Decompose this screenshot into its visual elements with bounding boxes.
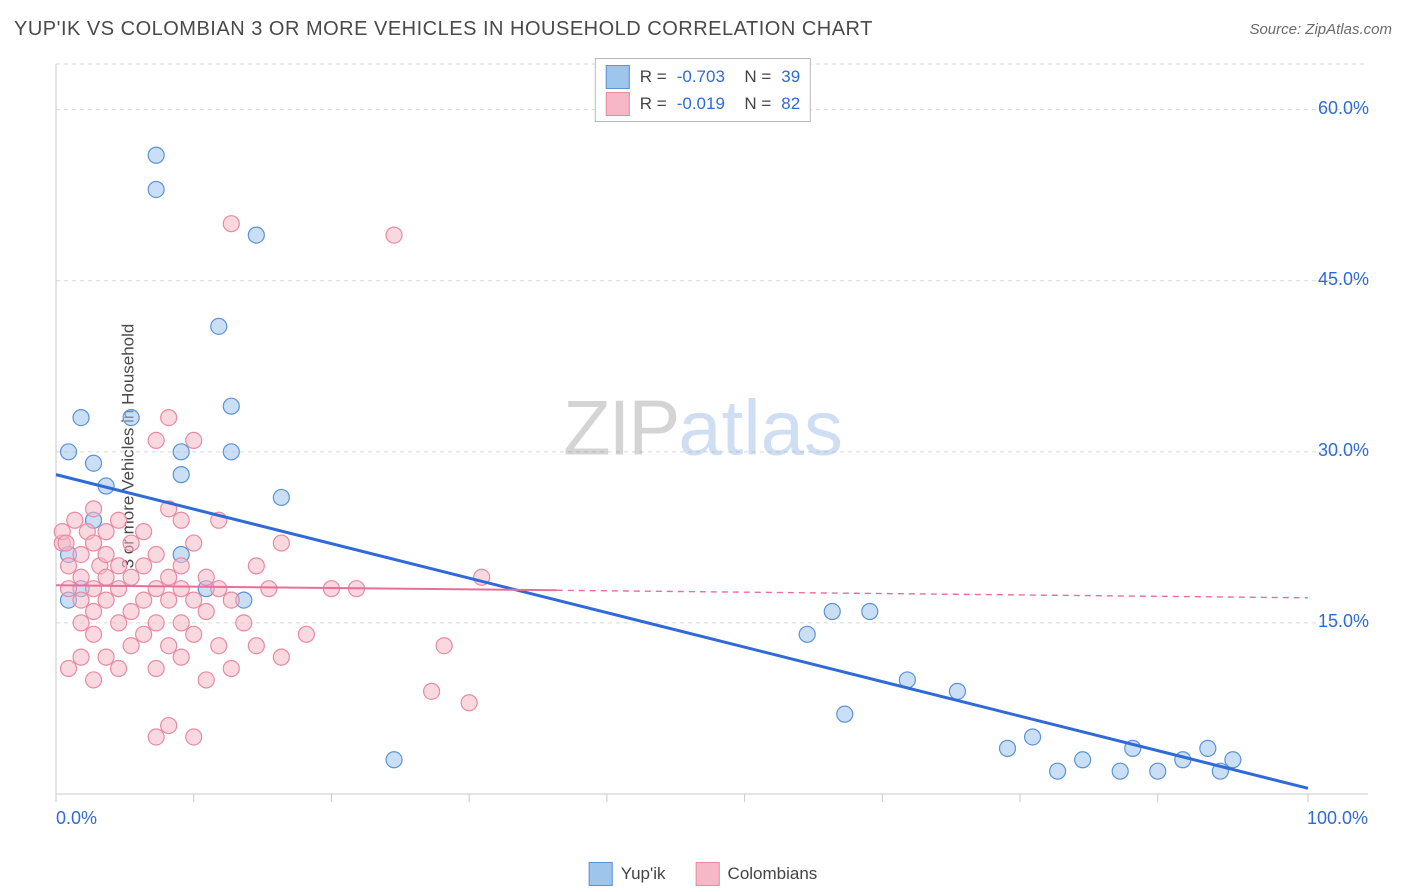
legend-n-value: 82 [781,90,800,117]
legend-n-label: N = [735,90,771,117]
y-tick-label: 15.0% [1318,611,1369,632]
legend-swatch [606,92,630,116]
y-tick-label: 30.0% [1318,440,1369,461]
x-tick-label: 100.0% [1307,808,1368,829]
series-legend: Yup'ik Colombians [589,862,818,886]
correlation-legend: R = -0.703 N = 39R = -0.019 N = 82 [595,58,811,122]
series-legend-label: Colombians [728,864,818,884]
legend-swatch [589,862,613,886]
x-tick-label: 0.0% [56,808,97,829]
series-legend-item: Yup'ik [589,862,666,886]
y-tick-label: 60.0% [1318,98,1369,119]
legend-r-label: R = [640,90,667,117]
legend-swatch [696,862,720,886]
legend-r-value: -0.703 [677,63,725,90]
legend-r-value: -0.019 [677,90,725,117]
source-label: Source: ZipAtlas.com [1249,21,1392,38]
legend-r-label: R = [640,63,667,90]
legend-row: R = -0.703 N = 39 [606,63,800,90]
legend-row: R = -0.019 N = 82 [606,90,800,117]
legend-swatch [606,65,630,89]
legend-n-value: 39 [781,63,800,90]
series-legend-item: Colombians [696,862,818,886]
series-legend-label: Yup'ik [621,864,666,884]
chart-title: YUP'IK VS COLOMBIAN 3 OR MORE VEHICLES I… [14,18,873,41]
legend-n-label: N = [735,63,771,90]
y-tick-label: 45.0% [1318,269,1369,290]
scatter-plot: 15.0% 30.0% 45.0% 60.0% 0.0% 100.0% [48,54,1388,834]
